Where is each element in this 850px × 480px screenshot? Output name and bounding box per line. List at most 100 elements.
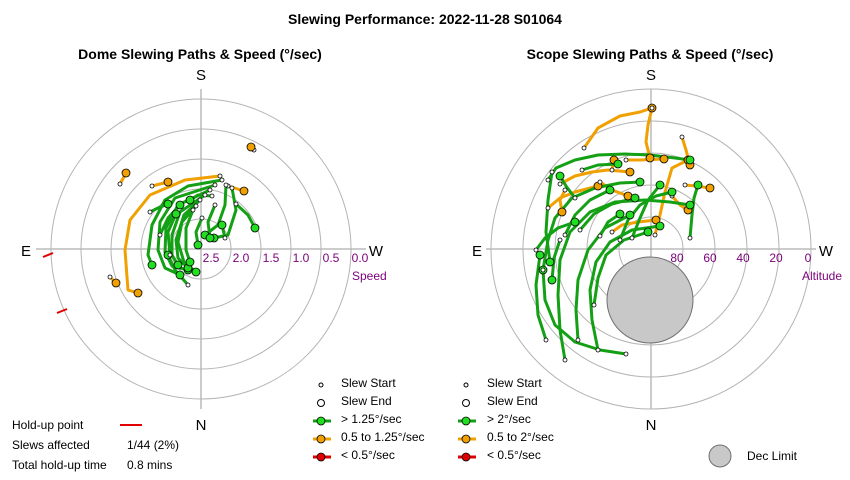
slew-end-marker: [651, 215, 661, 225]
dome-chart-title: Dome Slewing Paths & Speed (°/sec): [78, 46, 322, 62]
scope-compass-north: N: [646, 417, 657, 434]
slew-start-marker: [197, 197, 203, 203]
figure-title: Slewing Performance: 2022-11-28 S01064: [288, 11, 562, 27]
legend-end-label: Slew End: [487, 394, 538, 408]
dome-compass-west: W: [369, 243, 384, 260]
slew-start-marker: [149, 183, 155, 189]
legend-fast-marker: [316, 416, 326, 426]
dome-compass-south: S: [196, 67, 206, 84]
scope-radial-tick-labels: 80 60 40 20 0 Altitude: [670, 251, 842, 283]
slew-path-fast: [563, 188, 612, 237]
scope-compass-south: S: [646, 67, 656, 84]
slew-path-medium: [582, 106, 654, 150]
slew-end-marker: [121, 168, 131, 178]
legend-dec-limit-label: Dec Limit: [747, 449, 798, 463]
scope-slew-paths: [533, 103, 715, 363]
slew-path-fast: [578, 196, 637, 232]
slew-end-marker: [570, 217, 580, 227]
slew-start-marker: [617, 237, 623, 243]
slew-start-marker: [595, 347, 601, 353]
slew-start-marker: [597, 233, 603, 239]
slew-start-marker: [212, 182, 218, 188]
dome-chart: Dome Slewing Paths & Speed (°/sec) S N E…: [21, 46, 387, 434]
legend-medium-marker: [461, 434, 471, 444]
slew-path-fast: [203, 183, 228, 237]
slew-end-marker: [250, 223, 260, 233]
slew-start-marker: [199, 215, 205, 221]
slew-path-fast: [588, 224, 662, 352]
slew-path-fast: [174, 198, 202, 270]
slew-end-marker: [246, 142, 256, 152]
slew-start-marker: [229, 185, 235, 191]
legend-end-marker: [317, 399, 325, 407]
dome-polar-grid: [36, 89, 366, 409]
legend-end-marker: [462, 399, 470, 407]
scope-tick-label: 20: [769, 251, 783, 265]
slew-end-marker: [685, 155, 695, 165]
holdup-time-label: Total hold-up time: [12, 458, 107, 472]
legend-fast-marker: [461, 416, 471, 426]
slew-end-marker: [659, 154, 669, 164]
slew-path-fast: [618, 190, 674, 242]
slew-start-marker: [117, 181, 123, 187]
slew-path-medium: [546, 184, 600, 210]
slew-path-fast: [158, 203, 182, 237]
slew-end-marker: [643, 227, 653, 237]
legend-medium-marker: [316, 434, 326, 444]
legend-slow-marker: [316, 452, 326, 462]
slew-start-marker: [623, 351, 629, 357]
slew-end-marker: [191, 267, 201, 277]
holdup-time-value: 0.8 mins: [127, 458, 172, 472]
slew-end-marker: [655, 180, 665, 190]
slew-end-marker: [667, 187, 677, 197]
slew-start-marker: [623, 157, 629, 163]
slew-start-marker: [219, 177, 225, 183]
slew-start-marker: [222, 235, 228, 241]
slew-end-marker: [111, 278, 121, 288]
dome-tick-label: 0.0: [352, 251, 369, 265]
slew-end-marker: [615, 209, 625, 219]
legend-start-marker: [318, 382, 324, 388]
slew-start-marker: [591, 302, 597, 308]
dome-range-ring: [110, 158, 292, 340]
slew-end-marker: [175, 270, 185, 280]
slew-start-marker: [540, 267, 546, 273]
slew-path-medium: [610, 218, 658, 234]
slew-end-marker: [175, 200, 185, 210]
slew-end-marker: [693, 180, 703, 190]
legend-start-label: Slew Start: [487, 376, 542, 390]
legend-medium-label: 0.5 to 2°/sec: [487, 430, 554, 444]
slew-start-marker: [577, 227, 583, 233]
slew-end-marker: [630, 193, 640, 203]
slew-end-marker: [685, 200, 695, 210]
dome-tick-label: 0.5: [323, 251, 340, 265]
dome-tick-label: 2.5: [203, 251, 220, 265]
slew-end-marker: [193, 240, 203, 250]
scope-chart-title: Scope Slewing Paths & Speed (°/sec): [527, 46, 774, 62]
slew-end-marker: [205, 233, 215, 243]
slew-start-marker: [543, 337, 549, 343]
dome-legend: Slew Start Slew End > 1.25°/sec 0.5 to 1…: [313, 376, 425, 462]
slew-end-marker: [557, 207, 567, 217]
slew-end-marker: [217, 220, 227, 230]
holdup-point-mark: [56, 308, 68, 314]
dec-limit-region: [606, 256, 694, 344]
slew-start-marker: [682, 182, 688, 188]
slew-end-marker: [705, 183, 715, 193]
slew-end-marker: [645, 153, 655, 163]
legend-medium-label: 0.5 to 1.25°/sec: [341, 430, 425, 444]
slew-end-marker: [625, 210, 635, 220]
slew-path-fast: [541, 268, 628, 356]
slew-end-marker: [185, 257, 195, 267]
slew-end-marker: [147, 260, 157, 270]
scope-radial-axis-label: Altitude: [802, 269, 842, 283]
slew-start-marker: [545, 177, 551, 183]
slew-end-marker: [163, 199, 173, 209]
slew-end-marker: [239, 186, 249, 196]
slew-path-fast: [206, 203, 217, 240]
slew-start-marker: [579, 167, 585, 173]
slew-start-marker: [652, 232, 658, 238]
legend-slow-label: < 0.5°/sec: [341, 448, 395, 462]
slew-start-marker: [575, 337, 581, 343]
